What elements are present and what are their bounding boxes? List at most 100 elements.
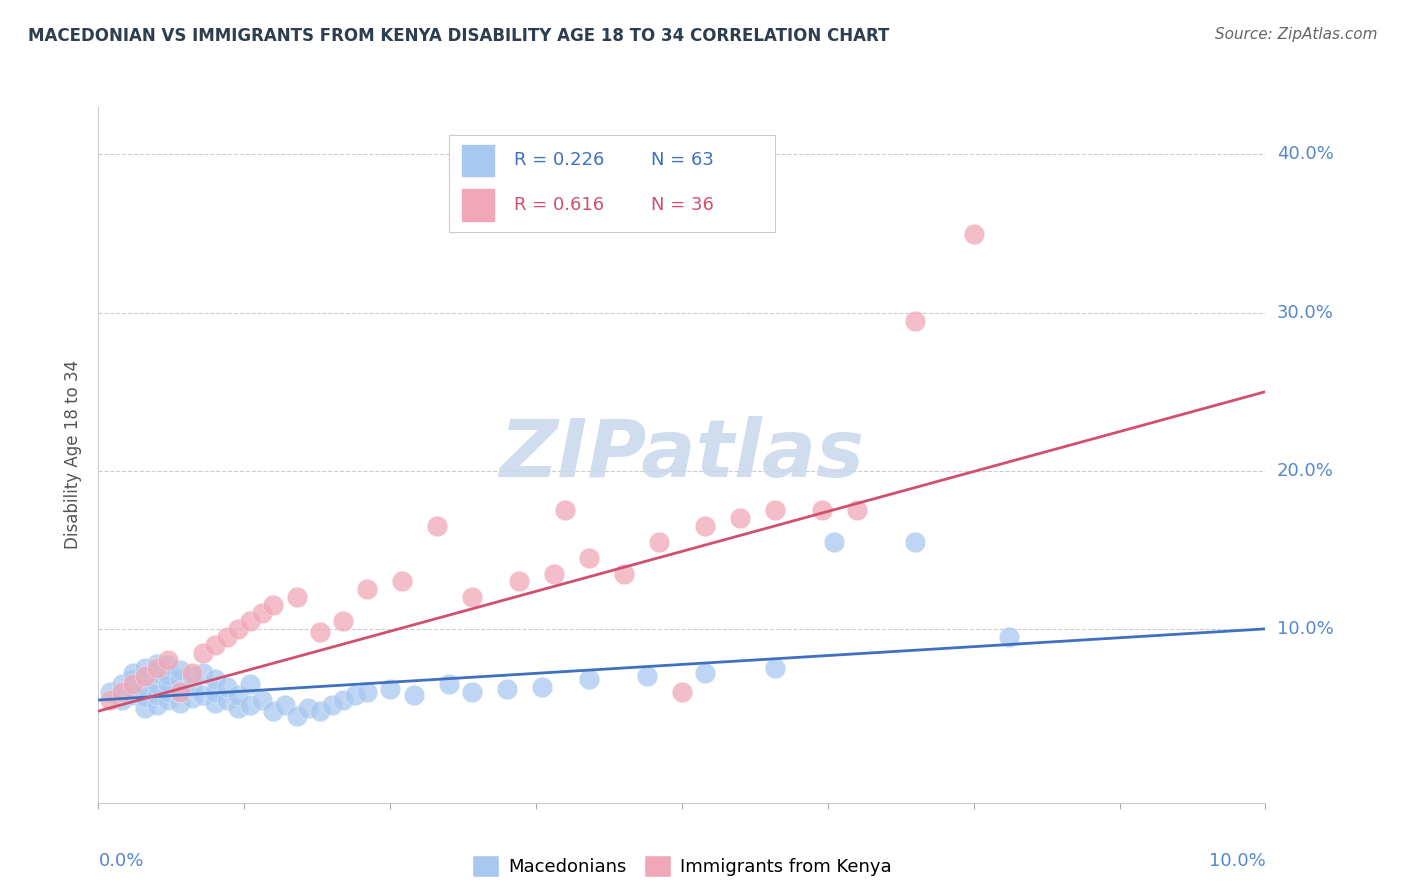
- Point: [157, 693, 180, 707]
- Point: [437, 677, 460, 691]
- Point: [461, 591, 484, 605]
- Point: [215, 630, 238, 644]
- Point: [647, 534, 669, 549]
- Point: [204, 696, 226, 710]
- Text: 20.0%: 20.0%: [1277, 462, 1334, 480]
- Point: [426, 519, 449, 533]
- Point: [356, 582, 378, 597]
- Point: [495, 681, 517, 696]
- Point: [134, 701, 156, 715]
- Point: [122, 688, 145, 702]
- Point: [193, 688, 215, 702]
- Point: [250, 606, 273, 620]
- Point: [180, 666, 202, 681]
- Bar: [461, 189, 495, 220]
- Point: [204, 638, 226, 652]
- Point: [134, 669, 156, 683]
- Point: [215, 693, 238, 707]
- Point: [122, 666, 145, 681]
- Point: [612, 566, 634, 581]
- Point: [285, 708, 308, 723]
- Point: [763, 661, 786, 675]
- Point: [157, 685, 180, 699]
- Point: [297, 701, 319, 715]
- Text: 40.0%: 40.0%: [1277, 145, 1334, 163]
- Point: [193, 666, 215, 681]
- Point: [636, 669, 658, 683]
- Point: [169, 696, 191, 710]
- Point: [134, 681, 156, 695]
- Text: 0.0%: 0.0%: [98, 852, 143, 870]
- Point: [378, 681, 402, 696]
- Text: R = 0.616: R = 0.616: [513, 196, 605, 214]
- Point: [111, 685, 134, 699]
- Point: [228, 701, 250, 715]
- Point: [146, 666, 169, 681]
- Point: [508, 574, 530, 589]
- Point: [997, 630, 1019, 644]
- Point: [239, 677, 262, 691]
- Point: [157, 653, 180, 667]
- Point: [554, 503, 576, 517]
- Point: [98, 685, 121, 699]
- Point: [134, 690, 156, 704]
- Legend: Macedonians, Immigrants from Kenya: Macedonians, Immigrants from Kenya: [464, 847, 900, 884]
- Bar: [461, 145, 495, 176]
- Point: [309, 625, 332, 640]
- Point: [321, 698, 343, 712]
- Point: [250, 693, 273, 707]
- Point: [904, 313, 927, 327]
- Point: [169, 663, 191, 677]
- Point: [204, 685, 226, 699]
- Text: 30.0%: 30.0%: [1277, 303, 1334, 322]
- Point: [157, 667, 180, 681]
- Point: [228, 688, 250, 702]
- Point: [461, 685, 484, 699]
- Point: [344, 688, 367, 702]
- Point: [134, 669, 156, 683]
- Point: [169, 685, 191, 699]
- Point: [262, 704, 284, 718]
- Point: [169, 673, 191, 687]
- Point: [671, 685, 693, 699]
- Text: MACEDONIAN VS IMMIGRANTS FROM KENYA DISABILITY AGE 18 TO 34 CORRELATION CHART: MACEDONIAN VS IMMIGRANTS FROM KENYA DISA…: [28, 27, 890, 45]
- Point: [134, 661, 156, 675]
- Point: [98, 693, 121, 707]
- Text: R = 0.226: R = 0.226: [513, 152, 605, 169]
- Text: 10.0%: 10.0%: [1277, 620, 1334, 638]
- Point: [904, 534, 927, 549]
- Point: [146, 688, 169, 702]
- Point: [332, 693, 354, 707]
- Text: Source: ZipAtlas.com: Source: ZipAtlas.com: [1215, 27, 1378, 42]
- Point: [239, 698, 262, 712]
- Point: [111, 677, 134, 691]
- Point: [309, 704, 332, 718]
- Point: [169, 685, 191, 699]
- Point: [204, 673, 226, 687]
- Point: [122, 677, 145, 691]
- Point: [193, 646, 215, 660]
- Point: [262, 598, 284, 612]
- Text: N = 63: N = 63: [651, 152, 714, 169]
- Point: [962, 227, 984, 241]
- Point: [111, 693, 134, 707]
- Point: [215, 681, 238, 695]
- Point: [391, 574, 413, 589]
- Point: [239, 614, 262, 628]
- Point: [728, 511, 751, 525]
- Point: [543, 566, 565, 581]
- Point: [146, 661, 169, 675]
- Point: [122, 673, 145, 687]
- Point: [578, 673, 600, 687]
- Point: [122, 681, 145, 696]
- Point: [811, 503, 834, 517]
- Point: [146, 698, 169, 712]
- Point: [356, 685, 378, 699]
- Point: [146, 657, 169, 671]
- Point: [332, 614, 354, 628]
- Text: N = 36: N = 36: [651, 196, 714, 214]
- Point: [578, 550, 600, 565]
- Point: [180, 681, 202, 695]
- Point: [285, 591, 308, 605]
- Y-axis label: Disability Age 18 to 34: Disability Age 18 to 34: [65, 360, 83, 549]
